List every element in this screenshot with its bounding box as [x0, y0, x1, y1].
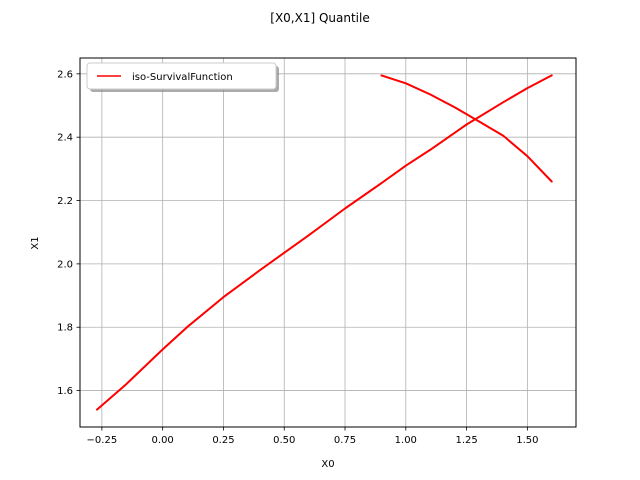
- y-tick-layer: 1.6 1.8 2.0 2.2 2.4 2.6: [57, 69, 80, 397]
- x-axis-label: X0: [321, 459, 334, 470]
- x-tick-label: 0.25: [212, 435, 234, 446]
- x-tick-label: −0.25: [87, 435, 118, 446]
- y-tick-label: 2.2: [57, 196, 73, 207]
- y-tick-label: 2.4: [57, 133, 73, 144]
- x-tick-label: 0.75: [334, 435, 356, 446]
- y-tick-label: 2.0: [57, 259, 73, 270]
- y-axis-label: X1: [30, 236, 41, 249]
- series-line: [380, 74, 553, 183]
- x-tick-label: 1.00: [395, 435, 417, 446]
- chart-title: [X0,X1] Quantile: [270, 11, 369, 25]
- x-tick-label: 0.00: [152, 435, 174, 446]
- x-tick-label: 0.50: [273, 435, 295, 446]
- x-tick-label: 1.25: [455, 435, 477, 446]
- legend: iso-SurvivalFunction: [86, 62, 279, 92]
- series-line: [96, 74, 553, 411]
- legend-box: [86, 62, 277, 90]
- y-tick-label: 1.6: [57, 386, 73, 397]
- y-tick-label: 2.6: [57, 69, 73, 80]
- grid-layer: [80, 58, 576, 427]
- plot-frame: [79, 57, 577, 428]
- series-layer: [96, 74, 553, 411]
- y-tick-label: 1.8: [57, 323, 73, 334]
- x-tick-layer: −0.25 0.00 0.25 0.50 0.75 1.00 1.25 1.50: [87, 427, 539, 446]
- x-tick-label: 1.50: [516, 435, 538, 446]
- legend-entry-label: iso-SurvivalFunction: [132, 72, 233, 83]
